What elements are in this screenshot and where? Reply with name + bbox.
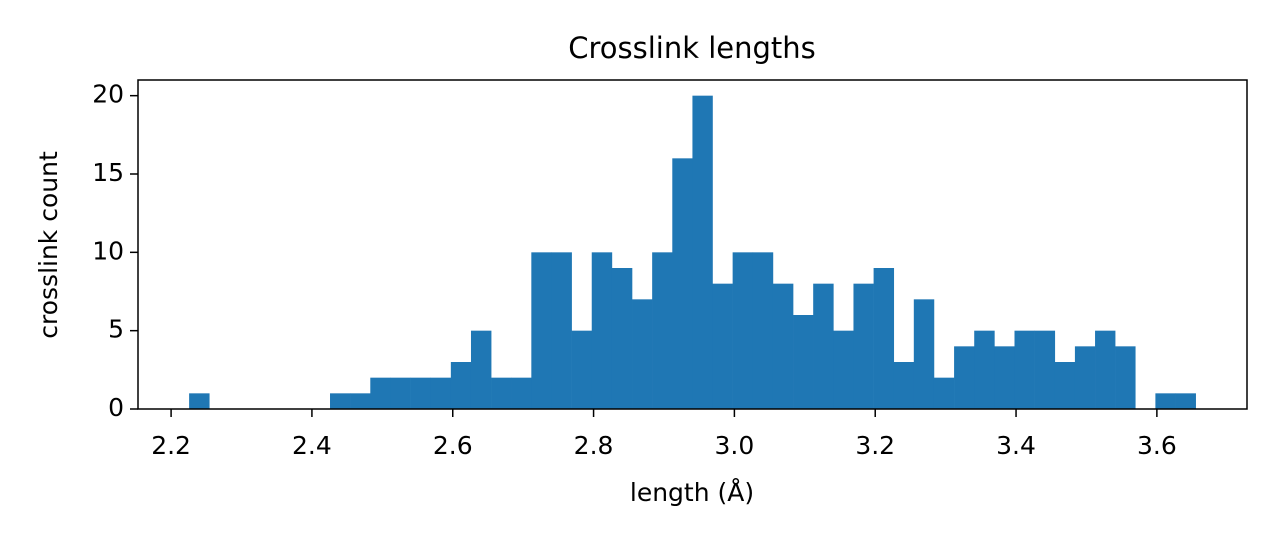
bar [470, 330, 492, 409]
bar [873, 268, 895, 409]
bar [531, 252, 552, 409]
bar [833, 330, 854, 409]
bar [652, 252, 673, 409]
bar [571, 330, 593, 409]
x-tick-label: 2.4 [292, 431, 332, 460]
bar [893, 362, 915, 409]
bar [1014, 330, 1035, 409]
x-tick-label: 3.6 [1137, 431, 1177, 460]
bar [933, 377, 955, 409]
bar [1115, 346, 1136, 409]
x-tick-label: 2.6 [433, 431, 473, 460]
bar [793, 315, 814, 409]
bar [390, 377, 411, 409]
bar [672, 158, 693, 409]
bar [430, 377, 452, 409]
y-tick-label: 5 [108, 315, 124, 344]
bar [611, 268, 633, 409]
bar [632, 299, 653, 409]
y-tick-label: 10 [92, 236, 124, 265]
y-tick-label: 15 [92, 158, 124, 187]
x-tick-label: 2.2 [151, 431, 191, 460]
x-axis-label: length (Å) [630, 478, 754, 507]
bar [491, 377, 512, 409]
bar [974, 330, 995, 409]
bar [1155, 393, 1176, 409]
bar [1034, 330, 1056, 409]
bar [772, 283, 794, 409]
bar [511, 377, 532, 409]
x-tick-label: 3.2 [855, 431, 895, 460]
bar [1175, 393, 1196, 409]
bar [1054, 362, 1076, 409]
bar [1095, 330, 1116, 409]
y-tick-label: 0 [108, 393, 124, 422]
x-tick-label: 3.0 [715, 431, 755, 460]
bar [350, 393, 371, 409]
y-axis-label: crosslink count [34, 151, 63, 339]
bar [954, 346, 975, 409]
bar [370, 377, 391, 409]
bar [450, 362, 472, 409]
bar [813, 283, 834, 409]
bar [752, 252, 774, 409]
bar [712, 283, 733, 409]
bar [994, 346, 1015, 409]
bar [1074, 346, 1096, 409]
bar [551, 252, 572, 409]
bar [692, 95, 713, 410]
y-tick-label: 20 [92, 80, 124, 109]
x-tick-label: 3.4 [996, 431, 1036, 460]
bar [189, 393, 210, 409]
plot-frame [137, 79, 1248, 410]
x-tick-label: 2.8 [574, 431, 614, 460]
bar [913, 299, 935, 409]
bar [732, 252, 754, 409]
bar [410, 377, 432, 409]
bar [853, 283, 874, 409]
bar [591, 252, 613, 409]
chart-title: Crosslink lengths [568, 31, 816, 65]
bar [330, 393, 351, 409]
